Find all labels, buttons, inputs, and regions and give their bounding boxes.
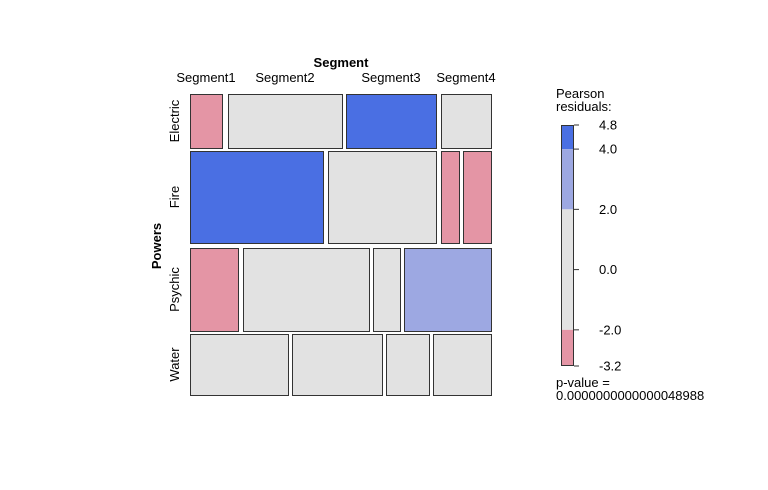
- legend-band-pos-moderate: [561, 149, 574, 210]
- legend-band-neg-moderate: [561, 329, 574, 366]
- mosaic-cell-electric-segment2: [228, 94, 343, 149]
- mosaic-cell-psychic-segment1: [190, 248, 239, 332]
- legend-tick-label: -3.2: [599, 359, 621, 374]
- legend-title-line1: Pearson: [556, 86, 604, 101]
- column-variable-label: Segment: [314, 55, 370, 70]
- mosaic-cell-water-segment2: [292, 334, 383, 396]
- mosaic-cell-psychic-segment2: [243, 248, 370, 332]
- mosaic-cell-water-segment4: [433, 334, 492, 396]
- mosaic-cell-electric-segment4: [441, 94, 492, 149]
- column-label-segment3: Segment3: [361, 70, 420, 85]
- legend-tick-label: 4.8: [599, 118, 617, 133]
- mosaic-cell-water-segment3: [386, 334, 430, 396]
- legend-tick-label: 2.0: [599, 202, 617, 217]
- legend-title-line2: residuals:: [556, 99, 612, 114]
- column-label-segment4: Segment4: [436, 70, 495, 85]
- mosaic-cell-fire-segment3: [441, 151, 460, 244]
- legend-band-pos-strong: [561, 125, 574, 150]
- column-label-segment2: Segment2: [255, 70, 314, 85]
- mosaic-cell-fire-segment2: [328, 151, 437, 244]
- legend-tick-label: 0.0: [599, 262, 617, 277]
- mosaic-cell-electric-segment3: [346, 94, 437, 149]
- pvalue-label: p-value =: [556, 375, 610, 390]
- mosaic-cell-fire-segment4: [463, 151, 492, 244]
- legend-tick-label: 4.0: [599, 142, 617, 157]
- row-label-water: Water: [167, 347, 182, 382]
- column-label-segment1: Segment1: [176, 70, 235, 85]
- row-label-fire: Fire: [167, 186, 182, 208]
- row-variable-label: Powers: [149, 223, 164, 269]
- row-label-psychic: Psychic: [167, 267, 182, 312]
- legend-bar-border: [561, 125, 574, 366]
- mosaic-cell-psychic-segment3: [373, 248, 401, 332]
- mosaic-cell-psychic-segment4: [404, 248, 492, 332]
- legend-band-neutral: [561, 209, 574, 330]
- row-label-electric: Electric: [167, 99, 182, 142]
- mosaic-cell-water-segment1: [190, 334, 289, 396]
- mosaic-cell-fire-segment1: [190, 151, 324, 244]
- mosaic-cell-electric-segment1: [190, 94, 223, 149]
- pvalue-value: 0.0000000000000048988: [556, 388, 704, 403]
- legend-tick-label: -2.0: [599, 322, 621, 337]
